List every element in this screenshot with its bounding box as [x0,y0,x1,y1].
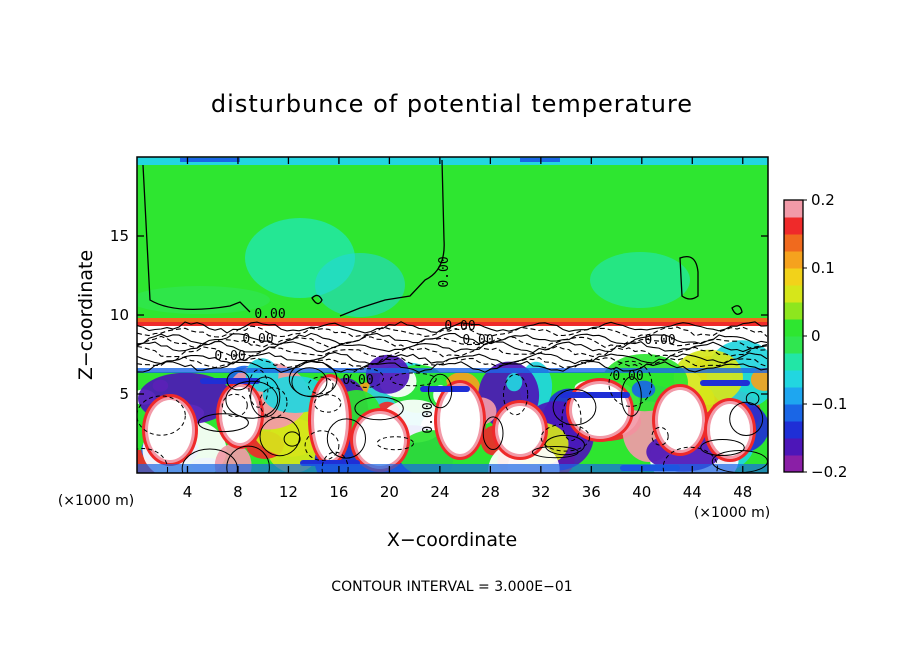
x-tick-label: 12 [279,483,298,501]
field-lower-layer [137,318,768,473]
contour-label: 0.00 [342,373,373,388]
contour-labels: 0.000.000.000.000.000.000.000.000.000.00 [214,256,675,433]
x-tick-label: 20 [380,483,399,501]
y-tick-label: 5 [119,385,129,403]
y-axis-label: Z−coordinate [75,250,97,380]
x-axis-ticks: 4 8 12 16 20 24 28 32 36 40 44 48 [183,157,752,501]
colorbar-tick-label: 0.2 [811,191,835,209]
colorbar-swatch [784,370,803,388]
contour-label: 0.00 [214,349,245,364]
colorbar-swatch [784,336,803,354]
y-tick-label: 10 [110,306,129,324]
colorbar-swatch [784,302,803,320]
x-tick-label: 32 [531,483,550,501]
contour-interval-note: CONTOUR INTERVAL = 3.000E−01 [331,579,572,595]
colorbar [784,200,803,473]
x-tick-label: 4 [183,483,193,501]
colorbar-swatch [784,387,803,405]
contour-lines [137,159,768,473]
contour-label: 0.00 [437,256,452,287]
colorbar-tick-label: −0.2 [811,463,847,481]
x-tick-label: 36 [582,483,601,501]
contour-label: 0.00 [644,333,675,348]
colorbar-swatch [784,200,803,218]
colorbar-swatch [784,438,803,456]
chart-title: disturbunce of potential temperature [211,90,693,118]
y-axis-ticks: 5 10 15 [110,227,768,403]
y-tick-label: 15 [110,227,129,245]
contour-label: 0.00 [462,333,493,348]
x-tick-label: 28 [481,483,500,501]
colorbar-swatch [784,268,803,286]
colorbar-tick-label: 0.1 [811,259,835,277]
contour-label: 0.00 [444,319,475,334]
x-tick-label: 44 [683,483,702,501]
x-axis-label: X−coordinate [387,529,517,551]
colorbar-swatch [784,319,803,337]
x-unit-label: (×1000 m) [694,505,770,521]
colorbar-swatch [784,421,803,439]
plot-area [137,157,768,473]
colorbar-swatch [784,353,803,371]
x-tick-label: 48 [733,483,752,501]
x-tick-label: 40 [632,483,651,501]
contour-label: 0.00 [242,332,273,347]
colorbar-swatch [784,285,803,303]
x-tick-label: 8 [233,483,243,501]
contour-label: 0.00 [254,307,285,322]
z-unit-label: (×1000 m) [58,493,134,509]
colorbar-tick-label: −0.1 [811,395,847,413]
x-tick-label: 24 [430,483,449,501]
colorbar-swatch [784,455,803,473]
colorbar-swatch [784,217,803,235]
colorbar-ticks: 0.2 0.1 0 −0.1 −0.2 [803,191,847,481]
colorbar-swatch [784,251,803,269]
x-tick-label: 16 [329,483,348,501]
colorbar-swatch [784,234,803,252]
colorbar-swatch [784,404,803,422]
colorbar-tick-label: 0 [811,327,821,345]
contour-label: 0.00 [612,369,643,384]
contour-label: 0.00 [421,402,436,433]
